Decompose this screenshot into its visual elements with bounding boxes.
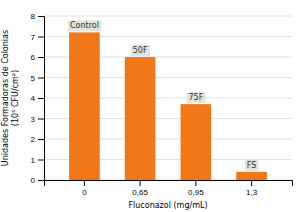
x-tick-mark	[195, 180, 196, 186]
x-tick: 0,95	[188, 180, 204, 197]
bar	[125, 57, 156, 180]
grid-line	[44, 16, 292, 17]
x-tick: 0,65	[132, 180, 148, 197]
y-tick-mark	[38, 139, 44, 140]
bar	[236, 172, 267, 180]
annotation-background	[131, 45, 150, 56]
x-tick-label: 0,65	[132, 188, 148, 197]
x-tick-label: 0	[82, 188, 87, 197]
x-axis-line	[45, 181, 293, 187]
y-tick-mark	[38, 119, 44, 120]
bar	[181, 104, 212, 180]
annotation-background	[68, 20, 101, 31]
plot: 0 1 2 3 4 5 6 7 8 0 0,65 0,95 1,3 Control 50F 75F FS	[31, 12, 293, 197]
y-axis-title-line: (10⁵ CFU/cm²)	[11, 70, 20, 126]
grid	[44, 16, 292, 180]
y-tick: 7	[31, 33, 44, 42]
y-tick: 2	[31, 135, 44, 144]
y-tick: 6	[31, 53, 44, 62]
y-axis-title: Unidades Formadoras de Colonias(10⁵ CFU/…	[1, 30, 20, 166]
y-tick-label: 0	[31, 176, 36, 185]
y-tick: 5	[31, 74, 44, 83]
y-tick-label: 3	[31, 115, 36, 124]
y-tick-mark	[38, 57, 44, 58]
y-tick-label: 4	[31, 94, 36, 103]
y-tick-label: 8	[31, 12, 36, 21]
y-tick: 1	[31, 156, 44, 165]
annotation: 75F	[188, 93, 203, 102]
annotation: 50F	[133, 46, 148, 55]
x-tick-label: 1,3	[246, 188, 258, 197]
annotation-background	[245, 160, 259, 171]
x-tick-label: 0,95	[188, 188, 204, 197]
x-axis-title: Fluconazol (mg/mL)	[128, 201, 207, 210]
y-tick-mark	[38, 16, 44, 17]
y-tick-mark	[38, 180, 44, 181]
y-tick-mark	[38, 160, 44, 161]
bar	[69, 32, 100, 180]
y-tick-mark	[38, 98, 44, 99]
x-tick-mark	[251, 180, 252, 186]
x-tick-mark	[84, 180, 85, 186]
annotation-background	[186, 92, 205, 103]
y-tick-label: 2	[31, 135, 36, 144]
y-axis-title-line: Unidades Formadoras de Colonias	[1, 30, 10, 166]
x-tick: 0	[82, 180, 87, 197]
y-axis-line	[38, 17, 45, 181]
x-tick-mark	[140, 180, 141, 186]
annotation: FS	[247, 161, 257, 170]
annotation: Control	[70, 21, 99, 30]
y-tick: 4	[31, 94, 44, 103]
y-tick-label: 1	[31, 156, 36, 165]
y-tick-label: 6	[31, 53, 36, 62]
y-tick: 8	[31, 12, 44, 21]
y-tick: 3	[31, 115, 44, 124]
chart-container: 0 1 2 3 4 5 6 7 8 0 0,65 0,95 1,3 Control 50F 75F FS Fluc…	[0, 0, 300, 212]
y-axis: 0 1 2 3 4 5 6 7 8	[31, 12, 45, 185]
y-tick-mark	[38, 37, 44, 38]
annotations: Control 50F 75F FS	[68, 20, 258, 170]
y-tick: 0	[31, 176, 44, 185]
y-tick-label: 7	[31, 33, 36, 42]
y-tick-mark	[38, 78, 44, 79]
chart: 0 1 2 3 4 5 6 7 8 0 0,65 0,95 1,3 Control 50F 75F FS Fluc…	[0, 0, 300, 212]
y-tick-label: 5	[31, 74, 36, 83]
x-tick: 1,3	[246, 180, 258, 197]
x-axis: 0 0,65 0,95 1,3	[45, 180, 293, 197]
bars	[69, 32, 267, 180]
